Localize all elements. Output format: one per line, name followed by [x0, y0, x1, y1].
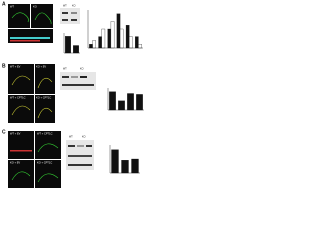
axis	[107, 88, 144, 111]
bar	[138, 44, 142, 49]
bar-chart	[63, 33, 80, 54]
axis	[87, 10, 143, 49]
bar	[118, 100, 125, 111]
micrograph	[8, 4, 30, 28]
bar	[125, 25, 130, 49]
micrograph	[8, 64, 34, 94]
blot-band	[68, 155, 92, 157]
western-blot	[60, 8, 80, 24]
micrograph	[8, 160, 34, 188]
western-blot	[60, 72, 96, 90]
bar	[89, 44, 93, 49]
image-label: WT	[10, 5, 14, 9]
blot-band	[86, 145, 92, 147]
micrograph	[31, 4, 53, 28]
bar	[110, 21, 115, 49]
image-label: WT + CPT1C	[37, 132, 53, 136]
stain	[10, 40, 40, 42]
axis	[63, 33, 80, 54]
bar	[98, 36, 102, 49]
bar	[119, 28, 124, 49]
bar-chart	[109, 145, 140, 174]
bar-chart	[87, 10, 143, 49]
panel-label: C	[2, 129, 6, 135]
blot-band	[62, 76, 69, 78]
neuron	[11, 143, 59, 183]
stain	[10, 150, 32, 152]
figure: A WT KO WT KO B WT + EV KO + EV WT + CPT…	[2, 1, 144, 188]
bar	[131, 158, 139, 174]
bar	[121, 160, 129, 174]
bar	[111, 149, 119, 174]
image-label: KO + CPT1C	[36, 96, 51, 100]
image-label: KO + EV	[36, 65, 46, 69]
blot-band	[71, 19, 77, 21]
micrograph	[35, 131, 61, 159]
bar	[116, 13, 121, 49]
image-label: KO	[33, 5, 37, 9]
bar	[127, 93, 134, 111]
bar	[136, 94, 143, 111]
bar	[101, 28, 106, 49]
blot-label: KO	[72, 5, 76, 8]
image-label: KO + CPT1C	[37, 161, 52, 165]
micrograph	[35, 95, 55, 123]
panel-label: A	[2, 1, 6, 7]
bar	[129, 36, 133, 49]
blot-band	[62, 12, 68, 14]
panel-label: B	[2, 63, 6, 69]
micrograph	[8, 95, 34, 123]
micrograph	[8, 29, 53, 43]
micrograph	[35, 64, 55, 94]
micrograph	[8, 131, 34, 159]
blot-label: KO	[80, 68, 84, 71]
image-label: WT + CPT1C	[10, 96, 26, 100]
axis	[109, 145, 140, 174]
image-label: WT + EV	[10, 65, 21, 69]
bar-chart	[107, 88, 144, 111]
blot-label: WT	[63, 5, 67, 8]
bar	[65, 36, 71, 54]
blot-label: WT	[69, 136, 73, 139]
blot-label: WT	[63, 68, 67, 71]
bar	[73, 45, 79, 54]
stain	[10, 37, 50, 39]
bar	[92, 40, 96, 49]
neuron	[11, 12, 52, 25]
blot-band	[68, 145, 75, 147]
blot-label: KO	[82, 136, 86, 139]
bar	[109, 91, 116, 111]
bar	[135, 36, 139, 49]
neuron	[11, 75, 53, 119]
blot-band	[77, 145, 84, 147]
blot-band	[62, 84, 94, 86]
bar	[107, 28, 112, 49]
blot-band	[62, 19, 68, 21]
blot-band	[71, 12, 77, 14]
page: A WT KO WT KO B WT + EV KO + EV WT + CPT…	[2, 1, 144, 188]
blot-band	[71, 76, 78, 78]
blot-band	[68, 164, 92, 166]
image-label: WT + EV	[10, 132, 21, 136]
image-label: KO + EV	[10, 161, 20, 165]
blot-band	[80, 76, 87, 78]
